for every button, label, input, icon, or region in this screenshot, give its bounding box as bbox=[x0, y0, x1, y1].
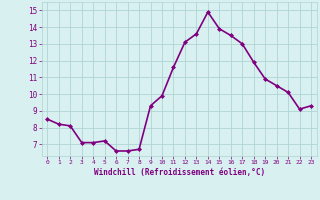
X-axis label: Windchill (Refroidissement éolien,°C): Windchill (Refroidissement éolien,°C) bbox=[94, 168, 265, 177]
